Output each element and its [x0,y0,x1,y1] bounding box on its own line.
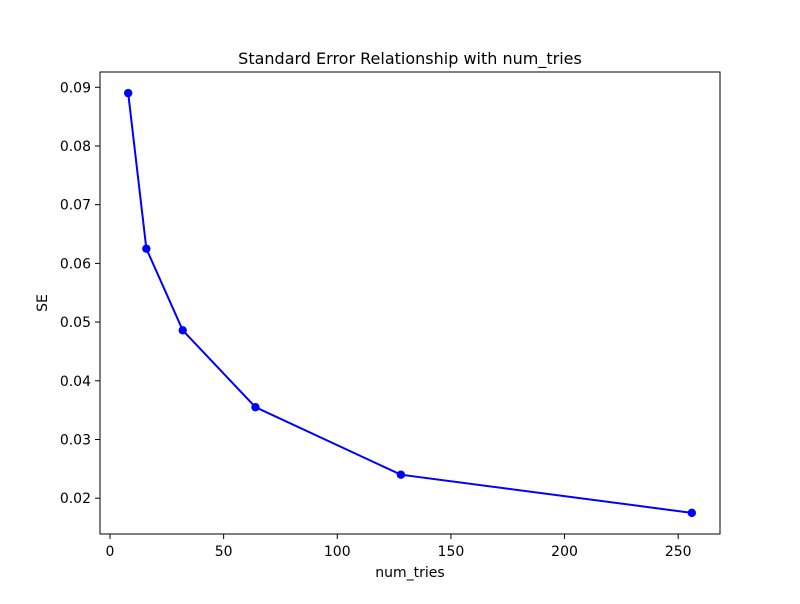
y-tick-label: 0.07 [60,198,91,214]
axes: 0 50 100 150 200 250 0.02 0.03 0.04 0.05 0.06 0.07 0… [60,71,721,560]
data-point-marker [396,470,406,479]
y-tick-label: 0.08 [60,139,91,155]
data-point-marker [251,402,260,412]
y-tick-label: 0.05 [60,315,91,331]
x-tick-label: 50 [215,544,233,560]
x-axis-label: num_tries [375,565,444,581]
y-tick-label: 0.09 [60,80,91,96]
y-tick-label: 0.03 [60,432,91,448]
y-tick-label: 0.04 [60,374,91,390]
x-tick-label: 200 [551,544,578,560]
data-point-marker [142,244,151,253]
x-tick-label: 100 [324,544,351,560]
data-point-marker [178,326,187,335]
data-point-marker [123,88,133,98]
plot-frame [99,71,721,535]
x-tick-label: 0 [106,544,115,560]
chart-title: Standard Error Relationship with num_tri… [238,49,582,69]
y-tick-label: 0.02 [60,491,91,507]
y-tick-label: 0.06 [60,256,91,272]
data-series [123,88,697,518]
se-line [127,93,692,514]
x-tick-label: 250 [665,544,692,560]
y-axis-label: SE [35,294,51,312]
data-point-marker [687,508,697,518]
x-tick-label: 150 [438,544,465,560]
